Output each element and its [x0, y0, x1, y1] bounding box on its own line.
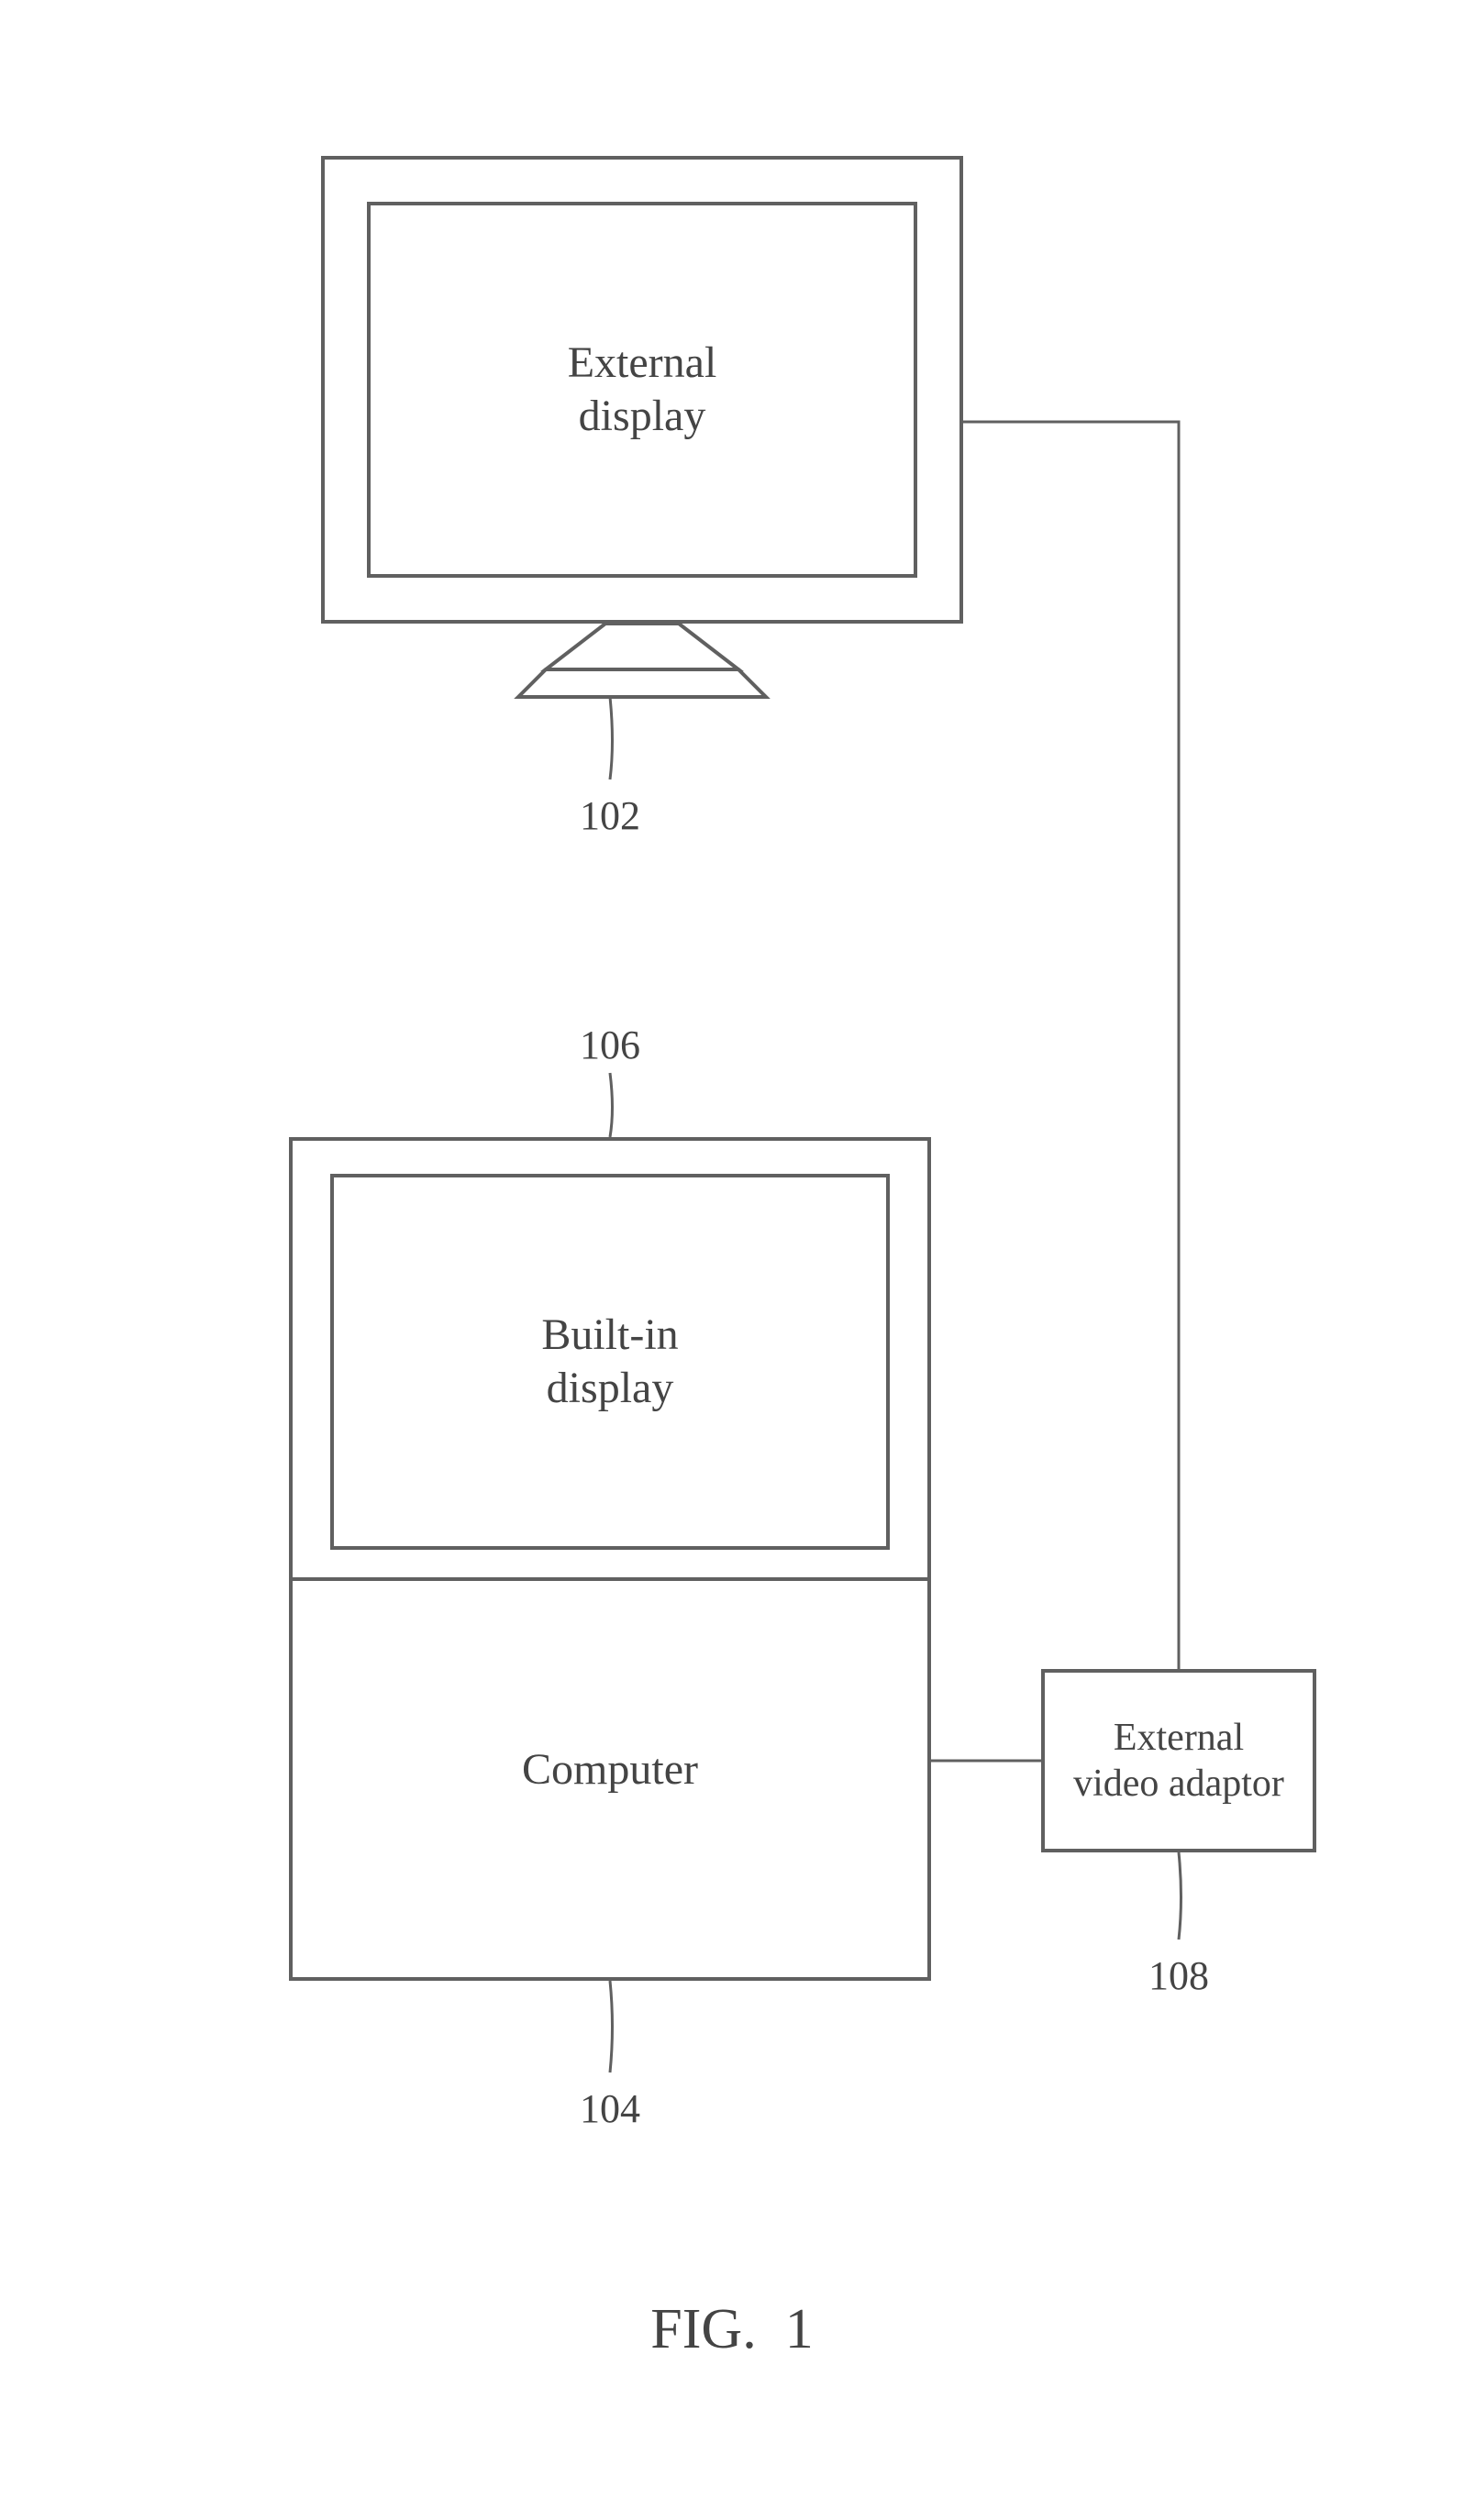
ref-108: 108 [1148, 1952, 1209, 2001]
builtin-display-label: Built-in display [541, 1309, 678, 1414]
external-display-label: External display [568, 337, 717, 442]
leader-3 [1179, 1852, 1181, 1940]
figure-canvas: External display Built-in display Computer… [0, 0, 1464, 2520]
leader-2 [610, 1981, 613, 2072]
leader-0 [610, 697, 613, 779]
ref-106: 106 [580, 1022, 640, 1070]
leader-1 [610, 1073, 613, 1137]
wiring-and-stand [0, 0, 1464, 2520]
ref-104: 104 [580, 2085, 640, 2134]
figure-caption: FIG. 1 [650, 2295, 813, 2363]
connector-0 [963, 422, 1179, 1669]
external-video-adaptor-label: External video adaptor [1073, 1715, 1284, 1807]
ref-102: 102 [580, 792, 640, 841]
computer-label: Computer [522, 1743, 698, 1796]
